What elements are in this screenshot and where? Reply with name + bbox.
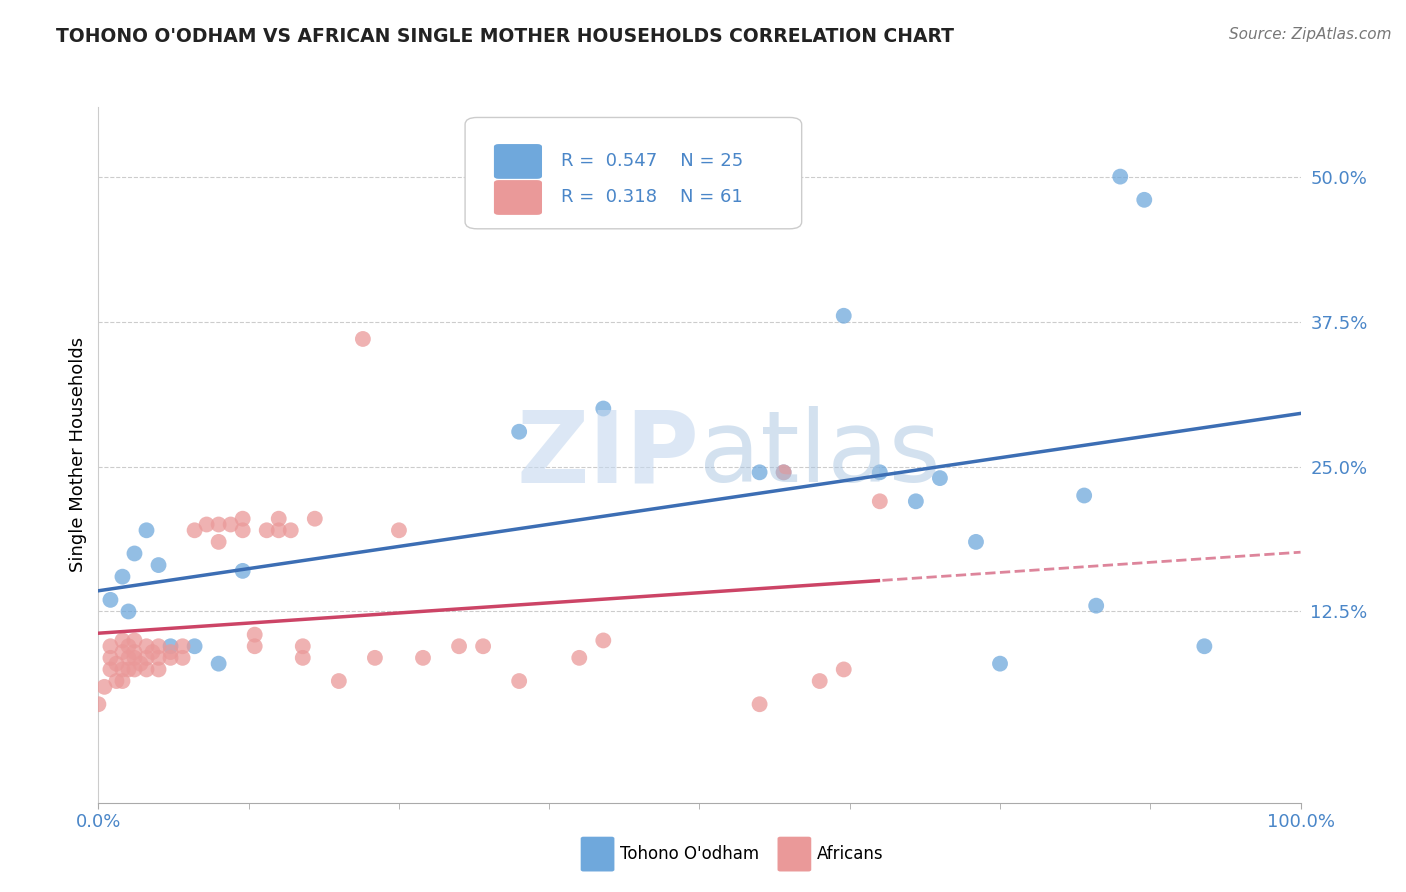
Point <box>100 592 122 607</box>
Point <box>988 657 1011 671</box>
Point <box>87 698 110 712</box>
Point <box>352 332 374 346</box>
Point <box>592 633 614 648</box>
Point <box>1194 639 1216 653</box>
Point <box>148 662 170 677</box>
Point <box>869 466 891 480</box>
Point <box>148 651 170 665</box>
Point <box>447 639 470 653</box>
Text: Africans: Africans <box>817 845 883 863</box>
Point <box>832 309 855 323</box>
Point <box>111 633 134 648</box>
Text: ZIP: ZIP <box>516 407 699 503</box>
Point <box>135 662 157 677</box>
Point <box>208 517 231 532</box>
Text: R =  0.318    N = 61: R = 0.318 N = 61 <box>561 188 742 206</box>
Point <box>111 645 134 659</box>
Point <box>592 401 614 416</box>
Point <box>93 680 115 694</box>
Point <box>135 523 157 537</box>
Point <box>100 662 122 677</box>
Point <box>291 639 314 653</box>
Point <box>124 633 146 648</box>
Point <box>111 662 134 677</box>
Point <box>412 651 434 665</box>
Point <box>117 662 139 677</box>
Point <box>135 651 157 665</box>
Point <box>328 674 350 689</box>
Point <box>904 494 927 508</box>
Point <box>772 466 794 480</box>
Point <box>141 645 163 659</box>
Point <box>364 651 387 665</box>
Point <box>232 564 254 578</box>
Point <box>148 558 170 573</box>
Point <box>111 674 134 689</box>
Point <box>148 639 170 653</box>
Point <box>111 570 134 584</box>
Point <box>159 651 181 665</box>
Point <box>928 471 950 485</box>
Point <box>124 645 146 659</box>
Text: R =  0.547    N = 25: R = 0.547 N = 25 <box>561 153 744 170</box>
Point <box>172 639 194 653</box>
Point <box>832 662 855 677</box>
Point <box>100 639 122 653</box>
Y-axis label: Single Mother Households: Single Mother Households <box>69 337 87 573</box>
FancyBboxPatch shape <box>494 144 541 178</box>
Point <box>508 425 530 439</box>
Point <box>183 639 205 653</box>
Point <box>1073 489 1095 503</box>
Point <box>105 674 128 689</box>
Point <box>808 674 831 689</box>
Point <box>243 639 266 653</box>
Point <box>1133 193 1156 207</box>
Point <box>508 674 530 689</box>
Point <box>124 651 146 665</box>
Point <box>159 639 181 653</box>
Point <box>304 512 326 526</box>
Text: Tohono O'odham: Tohono O'odham <box>620 845 759 863</box>
Point <box>472 639 495 653</box>
Point <box>748 466 770 480</box>
Point <box>388 523 411 537</box>
Point <box>117 639 139 653</box>
Point <box>267 523 290 537</box>
Point <box>117 651 139 665</box>
Point <box>117 605 139 619</box>
Point <box>267 512 290 526</box>
Text: atlas: atlas <box>699 407 941 503</box>
Text: Source: ZipAtlas.com: Source: ZipAtlas.com <box>1229 27 1392 42</box>
Point <box>208 534 231 549</box>
Point <box>232 523 254 537</box>
Point <box>183 523 205 537</box>
Point <box>129 657 152 671</box>
Point <box>568 651 591 665</box>
Point <box>280 523 302 537</box>
Point <box>159 645 181 659</box>
Point <box>232 512 254 526</box>
Point <box>100 651 122 665</box>
Point <box>105 657 128 671</box>
FancyBboxPatch shape <box>465 118 801 229</box>
Point <box>965 534 987 549</box>
Point <box>195 517 218 532</box>
Text: TOHONO O'ODHAM VS AFRICAN SINGLE MOTHER HOUSEHOLDS CORRELATION CHART: TOHONO O'ODHAM VS AFRICAN SINGLE MOTHER … <box>56 27 955 45</box>
Point <box>256 523 278 537</box>
Point <box>135 639 157 653</box>
Point <box>243 628 266 642</box>
Point <box>1109 169 1132 184</box>
Point <box>219 517 242 532</box>
Point <box>172 651 194 665</box>
Point <box>124 546 146 561</box>
Point <box>208 657 231 671</box>
FancyBboxPatch shape <box>494 180 541 215</box>
Point <box>772 466 794 480</box>
Point <box>124 662 146 677</box>
Point <box>291 651 314 665</box>
Point <box>1085 599 1108 613</box>
Point <box>869 494 891 508</box>
Point <box>748 698 770 712</box>
